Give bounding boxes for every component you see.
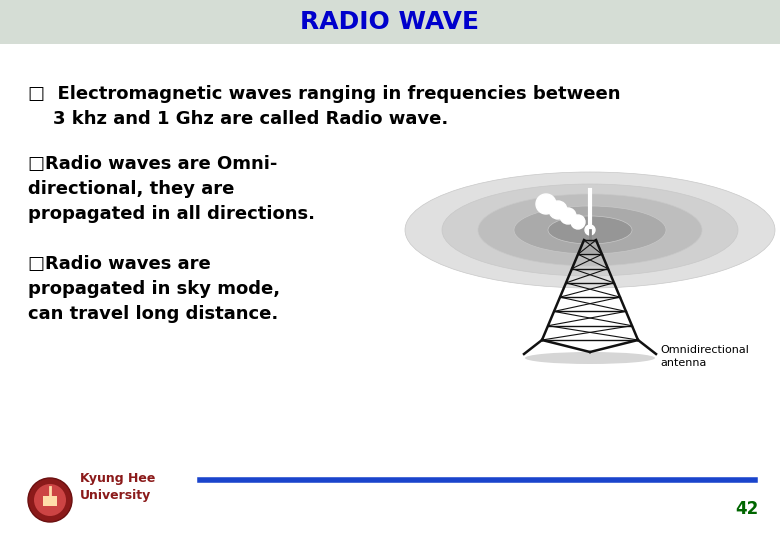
Circle shape — [571, 215, 585, 229]
Circle shape — [585, 225, 595, 235]
Text: □  Electromagnetic waves ranging in frequencies between: □ Electromagnetic waves ranging in frequ… — [28, 85, 621, 103]
Text: antenna: antenna — [660, 358, 707, 368]
Text: RADIO WAVE: RADIO WAVE — [300, 10, 480, 34]
Text: □Radio waves are Omni-: □Radio waves are Omni- — [28, 155, 278, 173]
Text: propagated in sky mode,: propagated in sky mode, — [28, 280, 280, 298]
Circle shape — [28, 478, 72, 522]
Text: University: University — [80, 489, 151, 502]
Circle shape — [34, 484, 66, 516]
Text: □Radio waves are: □Radio waves are — [28, 255, 211, 273]
Text: can travel long distance.: can travel long distance. — [28, 305, 278, 323]
Ellipse shape — [405, 172, 775, 288]
FancyBboxPatch shape — [43, 496, 57, 506]
Text: Kyung Hee: Kyung Hee — [80, 472, 155, 485]
Circle shape — [536, 194, 556, 214]
Ellipse shape — [525, 352, 655, 364]
Ellipse shape — [548, 216, 632, 244]
Ellipse shape — [478, 194, 702, 266]
Circle shape — [560, 208, 576, 224]
Ellipse shape — [442, 184, 738, 276]
Text: Omnidirectional: Omnidirectional — [660, 345, 749, 355]
Text: propagated in all directions.: propagated in all directions. — [28, 205, 315, 223]
Ellipse shape — [514, 206, 666, 254]
Circle shape — [549, 201, 567, 219]
Text: 3 khz and 1 Ghz are called Radio wave.: 3 khz and 1 Ghz are called Radio wave. — [28, 110, 448, 128]
Text: 42: 42 — [735, 500, 758, 518]
Text: directional, they are: directional, they are — [28, 180, 234, 198]
FancyBboxPatch shape — [0, 0, 780, 44]
